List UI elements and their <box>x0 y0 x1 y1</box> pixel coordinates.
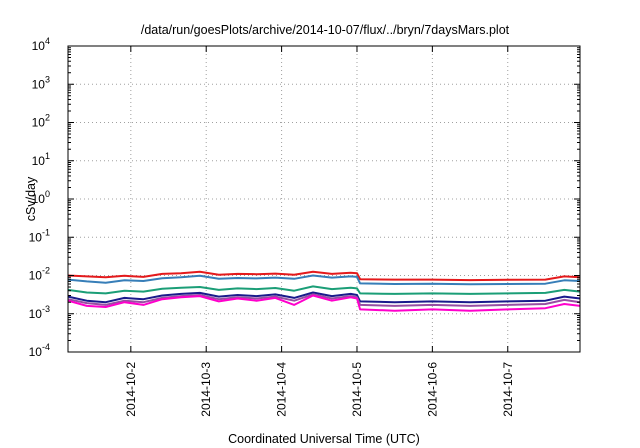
series-line-5 <box>67 293 581 307</box>
x-tick-label: 2014-10-3 <box>199 362 213 417</box>
x-tick-label: 2014-10-5 <box>350 362 364 417</box>
x-tick-label: 2014-10-4 <box>275 362 289 417</box>
y-tick-label: 101 <box>32 151 50 168</box>
y-axis: 10-4 10-3 10-2 10-1 100 101 102 103 104 <box>29 36 580 359</box>
x-axis: 2014-10-2 2014-10-3 2014-10-4 2014-10-5 2014… <box>124 46 515 417</box>
y-tick-label: 102 <box>32 113 50 130</box>
series-line-4 <box>67 291 581 304</box>
y-tick-label: 10-3 <box>29 304 50 321</box>
series-line-2 <box>67 274 581 286</box>
x-axis-label: Coordinated Universal Time (UTC) <box>228 432 420 446</box>
grid <box>68 46 580 352</box>
series-line-3 <box>67 285 581 295</box>
y-axis-label: cSv/day <box>24 176 38 221</box>
x-tick-label: 2014-10-7 <box>501 362 515 417</box>
y-tick-label: 10-1 <box>29 227 50 244</box>
x-tick-label: 2014-10-2 <box>124 362 138 417</box>
y-tick-label: 100 <box>32 189 50 206</box>
series-line-1 <box>67 270 581 282</box>
y-tick-label: 103 <box>32 74 50 91</box>
chart-title: /data/run/goesPlots/archive/2014-10-07/f… <box>141 23 510 37</box>
y-tick-label: 10-4 <box>29 342 50 359</box>
x-tick-label: 2014-10-6 <box>425 362 439 417</box>
series-line-6 <box>67 294 581 312</box>
y-tick-label: 10-2 <box>29 266 50 283</box>
series-group <box>67 270 581 312</box>
y-tick-label: 104 <box>32 36 50 53</box>
